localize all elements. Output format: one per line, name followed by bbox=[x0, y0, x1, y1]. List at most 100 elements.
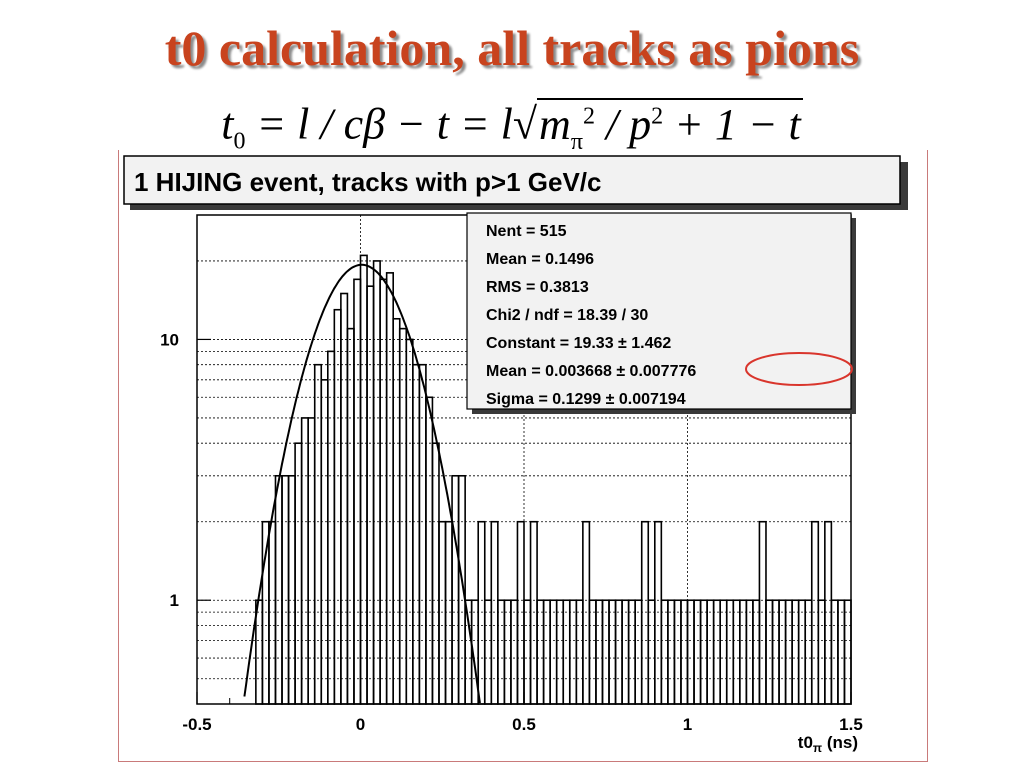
histogram-bin bbox=[595, 599, 604, 705]
stats-line: Mean = 0.1496 bbox=[486, 251, 594, 268]
y-tick-label: 1 bbox=[170, 591, 179, 610]
formula-sup-2b: 2 bbox=[651, 103, 664, 129]
histogram-bin bbox=[438, 520, 447, 705]
histogram-bin bbox=[392, 317, 401, 705]
y-tick-label: 10 bbox=[160, 330, 179, 349]
histogram-bin bbox=[359, 254, 368, 705]
formula-tail: + 1 − t bbox=[663, 99, 801, 149]
histogram-bin bbox=[824, 520, 833, 705]
histogram-bin bbox=[510, 599, 519, 705]
t0-formula: t0 = l / cβ − t = l√mπ2 / p2 + 1 − t bbox=[0, 88, 1024, 169]
histogram-bin bbox=[614, 599, 623, 705]
x-tick-label: 0.5 bbox=[512, 715, 536, 734]
histogram-title-box bbox=[123, 155, 901, 205]
histogram-bin bbox=[268, 520, 277, 705]
histogram-bin bbox=[791, 599, 800, 705]
histogram-bin bbox=[745, 599, 754, 705]
histogram-bin bbox=[575, 599, 584, 705]
histogram-bin bbox=[621, 599, 630, 705]
histogram-bin bbox=[804, 599, 813, 705]
stats-line: RMS = 0.3813 bbox=[486, 279, 589, 296]
formula-t: t bbox=[221, 99, 234, 149]
histogram-bin bbox=[568, 599, 578, 705]
formula-eq: = l / cβ − t = l bbox=[245, 99, 513, 149]
sqrt-symbol: √ bbox=[512, 99, 538, 149]
histogram-bin bbox=[477, 520, 486, 705]
histogram-bin bbox=[752, 599, 761, 705]
histogram-bin bbox=[634, 599, 643, 705]
histogram-bin bbox=[451, 474, 460, 705]
histogram-bin bbox=[830, 599, 839, 705]
histogram-bin bbox=[660, 599, 669, 705]
histogram-bin bbox=[444, 520, 453, 705]
histogram-bin bbox=[333, 308, 342, 705]
histogram-bin bbox=[281, 474, 290, 705]
x-axis-title-unit: (ns) bbox=[822, 733, 858, 752]
histogram-bin bbox=[627, 599, 636, 705]
histogram-bin bbox=[412, 363, 421, 705]
histogram-bin bbox=[483, 599, 493, 705]
x-axis-title: t0π (ns) bbox=[798, 733, 858, 755]
histogram-bin bbox=[797, 599, 807, 705]
histogram-bin bbox=[784, 599, 793, 705]
histogram-bin bbox=[706, 599, 715, 705]
histogram-bin bbox=[653, 520, 663, 705]
histogram-bin bbox=[601, 599, 610, 705]
highlight-ellipse bbox=[745, 352, 853, 386]
histogram-bin bbox=[536, 599, 545, 705]
histogram-bin bbox=[274, 474, 283, 705]
x-tick-label: -0.5 bbox=[182, 715, 211, 734]
histogram-bin bbox=[340, 292, 349, 705]
histogram-bin bbox=[719, 599, 728, 705]
histogram-bin bbox=[398, 327, 408, 705]
histogram-bin bbox=[431, 442, 440, 705]
histogram-bin bbox=[739, 599, 748, 705]
histogram-bin bbox=[673, 599, 682, 705]
histogram-bin bbox=[287, 474, 296, 705]
histogram-bin bbox=[699, 599, 708, 705]
histogram-bin bbox=[562, 599, 571, 705]
stats-line: Constant = 19.33 ± 1.462 bbox=[486, 335, 671, 352]
histogram-bin bbox=[837, 599, 846, 705]
histogram-bin bbox=[385, 272, 395, 705]
histogram-bin bbox=[503, 599, 512, 705]
x-tick-label: 1 bbox=[683, 715, 692, 734]
histogram-bin bbox=[346, 327, 355, 705]
histogram-bin bbox=[497, 599, 506, 705]
histogram-bin bbox=[300, 417, 309, 705]
histogram-bin bbox=[326, 350, 336, 705]
histogram-bin bbox=[771, 599, 780, 705]
histogram-bin bbox=[582, 520, 591, 705]
stats-line: Nent = 515 bbox=[486, 223, 567, 240]
histogram-bin bbox=[529, 520, 538, 705]
x-tick-label: 1.5 bbox=[839, 715, 863, 734]
histogram-bin bbox=[640, 520, 650, 705]
histogram-bin bbox=[693, 599, 702, 705]
stats-line: Mean = 0.003668 ± 0.007776 bbox=[486, 363, 696, 380]
histogram-bin bbox=[765, 599, 774, 705]
gaussian-fit-curve bbox=[243, 263, 481, 704]
histogram-bin bbox=[372, 260, 381, 705]
histogram-bin bbox=[680, 599, 689, 705]
histogram-bin bbox=[549, 599, 558, 705]
histogram-bin bbox=[667, 599, 676, 705]
histogram-bin bbox=[810, 520, 820, 705]
histogram-bin bbox=[588, 599, 597, 705]
histogram-title: 1 HIJING event, tracks with p>1 GeV/c bbox=[134, 167, 601, 197]
histogram-bin bbox=[542, 599, 551, 705]
x-axis-title-sub: π bbox=[813, 741, 822, 755]
formula-sub-pi: π bbox=[570, 128, 583, 155]
stats-lines: Nent = 515 Mean = 0.1496 RMS = 0.3813 Chi2 … bbox=[486, 223, 696, 408]
histogram-bin bbox=[686, 599, 695, 705]
stats-line: Sigma = 0.1299 ± 0.007194 bbox=[486, 391, 686, 408]
stats-line: Chi2 / ndf = 18.39 / 30 bbox=[486, 307, 648, 324]
histogram-bin bbox=[817, 599, 826, 705]
axis-ticks: -0.5 0 0.5 1 1.5 1 10 bbox=[160, 330, 863, 734]
histogram-bin bbox=[418, 363, 427, 705]
stats-box bbox=[466, 212, 852, 410]
histogram-bin bbox=[608, 599, 617, 705]
histogram-bin bbox=[725, 599, 735, 705]
sqrt-body: mπ2 / p2 + 1 − t bbox=[537, 97, 803, 154]
histogram-bin bbox=[523, 599, 532, 705]
